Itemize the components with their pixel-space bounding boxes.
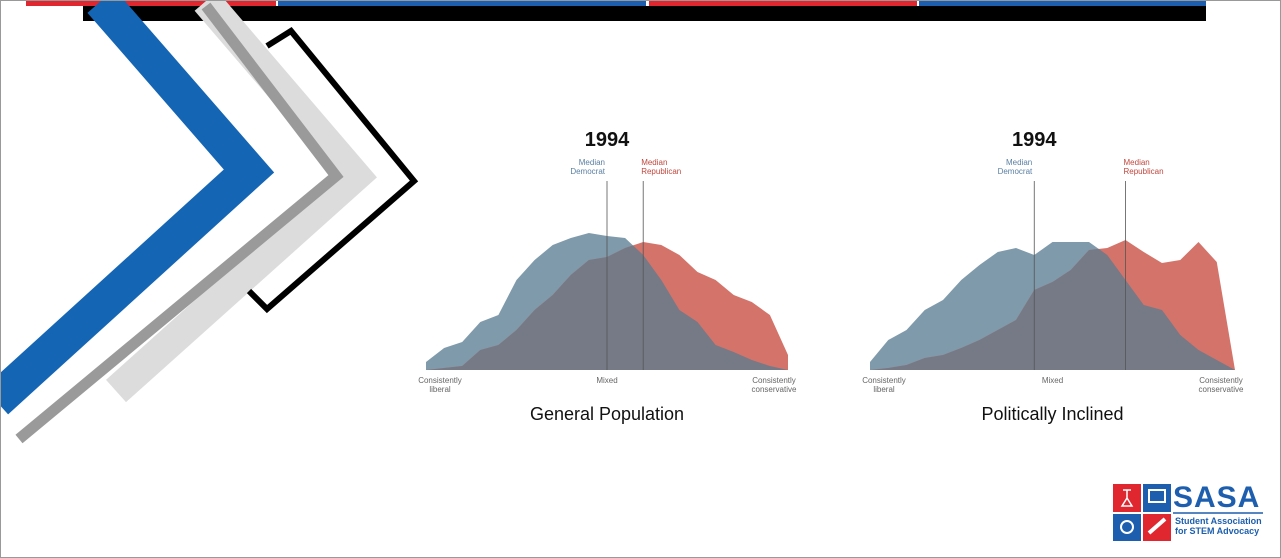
- chevron: [105, 1, 377, 403]
- x-tick-label: Consistently liberal: [418, 376, 462, 394]
- chart-title: 1994: [584, 129, 630, 151]
- x-tick-label: Mixed: [596, 376, 618, 385]
- top-bar: [83, 6, 1206, 21]
- x-tick-label: Consistently conservative: [1198, 376, 1244, 394]
- top-stripe: [919, 1, 1206, 6]
- chart-caption: General Population: [529, 404, 685, 424]
- median-label: Median Republican: [1123, 158, 1164, 176]
- chevron: [15, 2, 344, 444]
- chevron: [246, 27, 419, 314]
- chart-caption: Politically Inclined: [981, 404, 1124, 424]
- top-stripe: [26, 1, 276, 6]
- top-stripe: [278, 1, 646, 6]
- top-stripe: [649, 1, 917, 6]
- x-tick-label: Consistently liberal: [862, 376, 906, 394]
- logo-tagline: Student Association for STEM Advocacy: [1175, 516, 1262, 536]
- logo-name: SASA: [1173, 481, 1261, 514]
- chart-title: 1994: [1012, 129, 1057, 151]
- median-label: Median Democrat: [997, 158, 1033, 176]
- median-label: Median Democrat: [570, 158, 605, 176]
- chevron: [1, 1, 275, 415]
- logo-icons: [1113, 484, 1171, 541]
- x-tick-label: Mixed: [1041, 376, 1064, 385]
- median-label: Median Republican: [641, 158, 682, 176]
- overlap: [870, 248, 1235, 370]
- x-tick-label: Consistently conservative: [751, 376, 797, 394]
